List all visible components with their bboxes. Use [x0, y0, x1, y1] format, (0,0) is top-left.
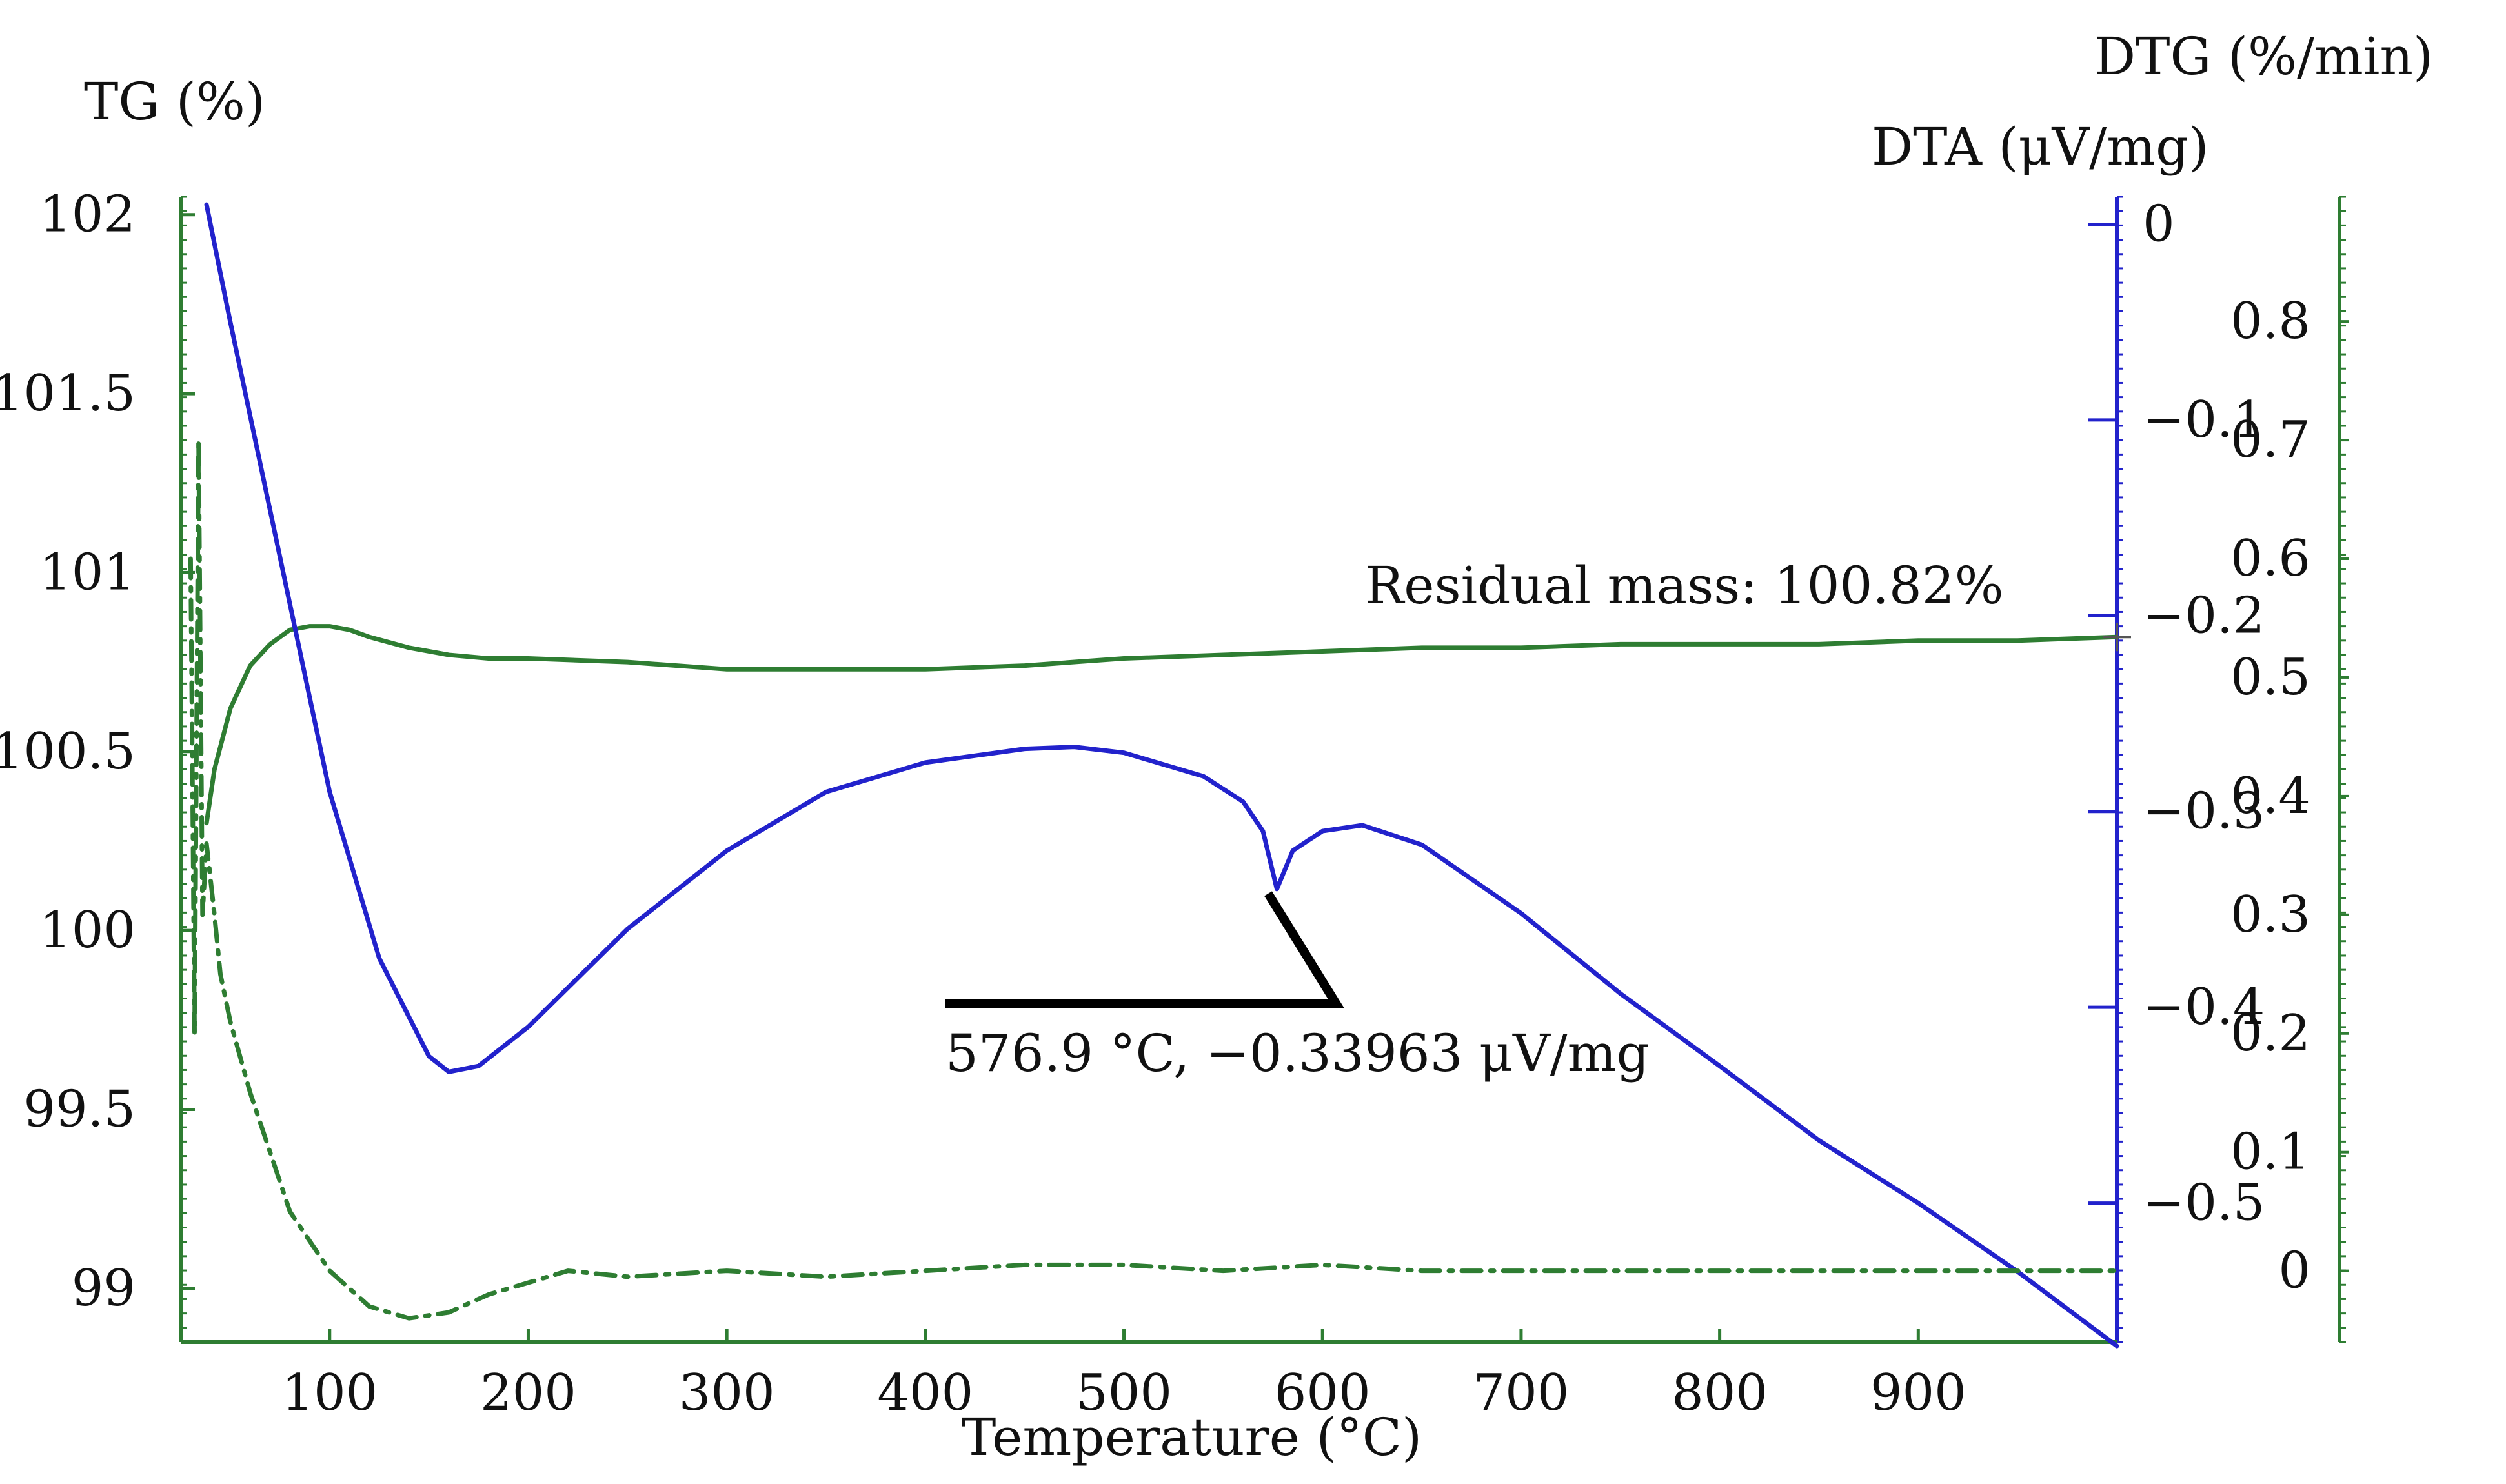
- x-tick-label: 700: [1473, 1364, 1569, 1422]
- tg-tick-label: 99: [72, 1259, 136, 1318]
- x-tick-label: 900: [1870, 1364, 1966, 1422]
- x-tick-label: 400: [877, 1364, 973, 1422]
- x-tick-label: 600: [1275, 1364, 1371, 1422]
- tg-tick-label: 99.5: [23, 1080, 136, 1138]
- tg-tick-label: 102: [39, 186, 136, 244]
- x-tick-label: 300: [679, 1364, 775, 1422]
- dtg-tick-label: 0.6: [2230, 530, 2310, 588]
- x-tick-label: 800: [1672, 1364, 1768, 1422]
- dtg-series-line: [188, 437, 2119, 1321]
- ticks-layer: 102 101.5 101 100.5 100 99.5 99 0 −0.1 −0.2 −0.3 −0…: [0, 186, 2349, 1422]
- dta-tick-label: −0.4: [2143, 978, 2265, 1036]
- tg-tick-label: 101: [39, 543, 136, 601]
- dta-tick-label: −0.2: [2143, 587, 2265, 645]
- dtg-tick-label: 0.2: [2230, 1005, 2310, 1063]
- tg-tick-label: 100.5: [0, 723, 136, 781]
- dta-axis-title: DTA (μV/mg): [1872, 117, 2209, 177]
- dtg-tick-label: 0.4: [2230, 767, 2310, 825]
- x-tick-label: 200: [480, 1364, 576, 1422]
- tg-tick-label: 101.5: [0, 365, 136, 423]
- series-layer: [188, 202, 2131, 1349]
- dtg-tick-label: 0.3: [2230, 886, 2310, 944]
- tg-tick-label: 100: [39, 901, 136, 959]
- dta-tick-label: 0: [2143, 195, 2175, 253]
- dtg-tick-label: 0.1: [2230, 1123, 2310, 1181]
- dtg-axis-title: DTG (%/min): [2094, 26, 2433, 86]
- x-tick-label: 500: [1076, 1364, 1172, 1422]
- dta-peak-annotation: 576.9 °C, −0.33963 μV/mg: [945, 1023, 1650, 1083]
- x-tick-label: 100: [281, 1364, 378, 1422]
- dtg-tick-label: 0.5: [2230, 648, 2310, 707]
- tg-axis-title: TG (%): [84, 72, 265, 132]
- dta-series-line: [204, 202, 2119, 1349]
- dtg-tick-label: 0.8: [2230, 292, 2310, 350]
- x-axis-title: Temperature (°C): [962, 1407, 1422, 1467]
- dta-annotation-leader: [945, 891, 1344, 1008]
- dtg-tick-label: 0.7: [2230, 411, 2310, 469]
- dtg-tick-label: 0: [2278, 1242, 2310, 1300]
- residual-mass-annotation: Residual mass: 100.82%: [1365, 556, 2004, 616]
- tg-series-line: [204, 624, 2119, 826]
- dta-tick-label: −0.1: [2143, 391, 2265, 449]
- axes-layer: [179, 197, 2341, 1344]
- dta-tick-label: −0.5: [2143, 1174, 2265, 1232]
- dta-tick-label: −0.3: [2143, 783, 2265, 841]
